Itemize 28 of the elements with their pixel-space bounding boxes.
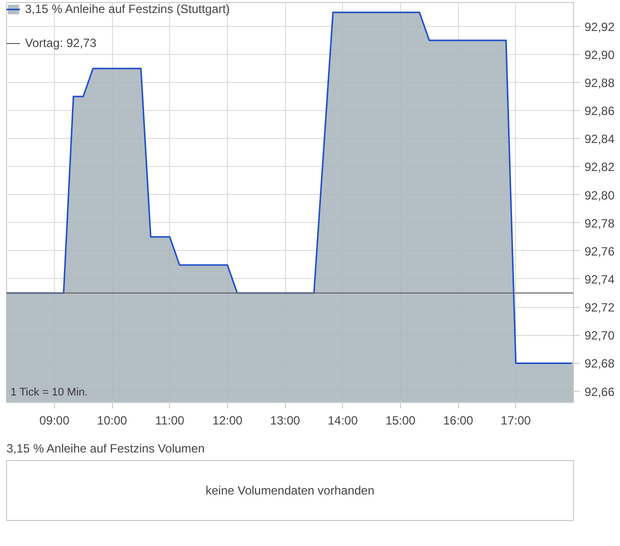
legend-label: Vortag: 92,73 [25, 36, 96, 50]
text: 3,15 % Anleihe auf Festzins Volumen [6, 442, 205, 456]
legend-label: 3,15 % Anleihe auf Festzins (Stuttgart) [25, 2, 230, 16]
x-tick-label: 12:00 [212, 414, 243, 428]
x-tick-label: 11:00 [155, 414, 185, 428]
y-tick-label: 92,78 [584, 216, 615, 230]
x-tick-label: 15:00 [385, 414, 416, 428]
annotation: 1 Tick = 10 Min. [10, 386, 88, 398]
y-tick-label: 92,90 [584, 48, 615, 62]
x-tick-label: 16:00 [443, 414, 474, 428]
y-tick-label: 92,84 [584, 132, 615, 146]
y-tick-label: 92,80 [584, 188, 615, 202]
y-tick-label: 92,88 [584, 76, 615, 90]
y-tick-label: 92,92 [584, 20, 615, 34]
x-tick-label: 09:00 [39, 414, 70, 428]
y-tick-label: 92,74 [584, 272, 615, 286]
y-tick-label: 92,86 [584, 104, 615, 118]
x-tick-label: 10:00 [97, 414, 128, 428]
x-tick-label: 13:00 [270, 414, 300, 428]
y-tick-label: 92,82 [584, 160, 615, 174]
y-tick-label: 92,70 [584, 328, 615, 343]
y-tick-label: 92,66 [584, 384, 615, 399]
y-tick-label: 92,76 [584, 244, 615, 258]
x-tick-label: 14:00 [328, 414, 358, 428]
y-tick-label: 92,72 [584, 300, 615, 315]
y-tick-label: 92,68 [584, 356, 615, 371]
text: keine Volumendaten vorhanden [206, 484, 374, 498]
x-tick-label: 17:00 [500, 414, 532, 428]
